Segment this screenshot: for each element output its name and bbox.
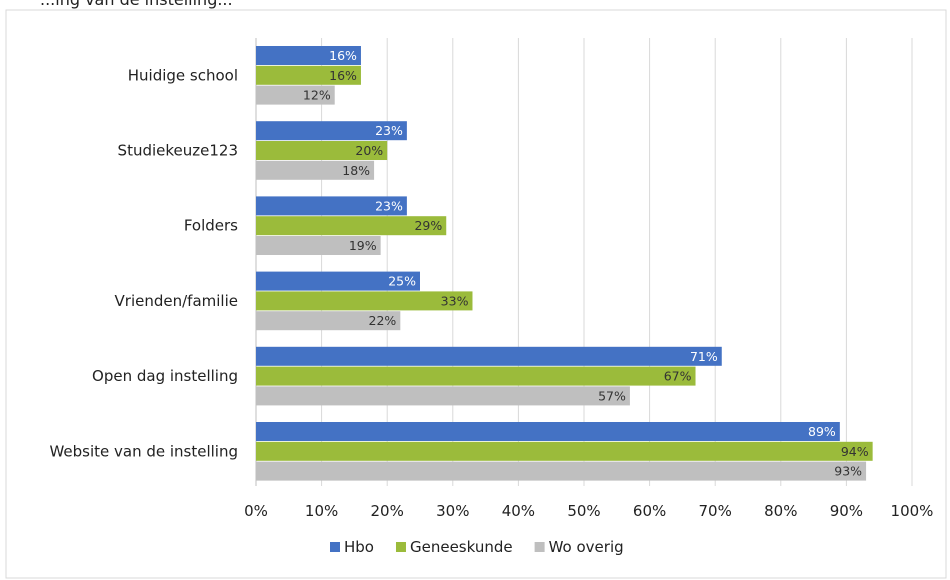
x-tick-label: 20% [371, 502, 404, 520]
data-label: 67% [664, 369, 692, 384]
data-label: 16% [329, 48, 357, 63]
legend-swatch-hbo [330, 542, 340, 552]
bar-hbo [256, 346, 722, 366]
category-label: Studiekeuze123 [118, 142, 238, 160]
data-label: 20% [355, 143, 383, 158]
data-label: 25% [388, 274, 416, 289]
data-label: 71% [690, 349, 718, 364]
bar-geneeskunde [256, 366, 696, 386]
legend-label: Hbo [344, 538, 374, 556]
category-label: Folders [184, 217, 238, 235]
x-tick-label: 100% [891, 502, 934, 520]
data-label: 23% [375, 123, 403, 138]
x-tick-label: 70% [699, 502, 732, 520]
x-tick-label: 30% [436, 502, 469, 520]
x-tick-label: 10% [305, 502, 338, 520]
bars: 16% 16% 12% 23% 20% 18% 23% 29% 19% 25% 33% 22% 71% 6… [256, 46, 873, 481]
category-label: Vrienden/familie [115, 292, 238, 310]
data-label: 93% [834, 464, 862, 479]
bar-hbo [256, 271, 420, 291]
legend-label: Wo overig [549, 538, 624, 556]
x-tick-label: 60% [633, 502, 666, 520]
top-partial-text: ...ing van de instelling... [40, 0, 233, 9]
bar-hbo [256, 121, 407, 141]
data-label: 94% [841, 444, 869, 459]
data-label: 18% [342, 163, 370, 178]
chart-frame [5, 9, 947, 579]
x-tick-label: 50% [567, 502, 600, 520]
x-tick-label: 90% [830, 502, 863, 520]
category-labels: Huidige school Studiekeuze123 Folders Vrien… [49, 66, 238, 460]
legend-label: Geneeskunde [410, 538, 513, 556]
bar-wo-overig [256, 85, 335, 105]
bar-geneeskunde [256, 216, 447, 236]
x-tick-label: 80% [764, 502, 797, 520]
x-tick-labels: 0% 10% 20% 30% 40% 50% 60% 70% 80% 90% 100% [244, 502, 933, 520]
data-label: 19% [349, 238, 377, 253]
data-label: 29% [414, 218, 442, 233]
bar-hbo [256, 196, 407, 216]
bar-hbo [256, 422, 840, 441]
bar-wo-overig [256, 236, 381, 255]
bar-wo-overig [256, 386, 630, 406]
data-label: 23% [375, 198, 403, 213]
bar-wo-overig [256, 461, 867, 481]
category-label: Huidige school [128, 66, 238, 84]
bar-geneeskunde [256, 141, 388, 160]
data-label: 89% [808, 424, 836, 439]
category-label: Website van de instelling [49, 442, 238, 460]
data-label: 22% [369, 313, 397, 328]
data-label: 33% [441, 293, 469, 308]
data-label: 16% [329, 68, 357, 83]
legend-swatch-wo-overig [534, 542, 545, 552]
bar-wo-overig [256, 160, 375, 180]
data-label: 12% [303, 88, 331, 103]
bar-wo-overig [256, 311, 401, 331]
x-tick-label: 40% [502, 502, 535, 520]
bar-geneeskunde [256, 441, 873, 461]
bar-geneeskunde [256, 65, 361, 85]
category-label: Open dag instelling [92, 367, 238, 385]
bar-geneeskunde [256, 291, 473, 311]
legend-swatch-geneeskunde [395, 542, 406, 552]
legend: Hbo Geneeskunde Wo overig [330, 538, 624, 556]
data-label: 57% [598, 388, 626, 403]
bar-hbo [256, 46, 361, 65]
x-tick-label: 0% [244, 502, 268, 520]
gridlines [255, 38, 913, 486]
